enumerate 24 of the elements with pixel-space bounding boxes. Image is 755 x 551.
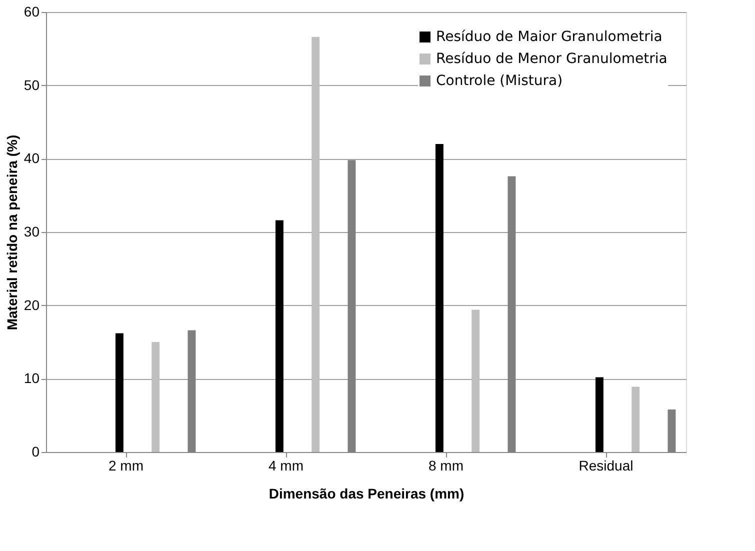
y-tick-label: 30 bbox=[24, 224, 40, 240]
legend-label: Resíduo de Menor Granulometria bbox=[436, 51, 668, 67]
bar bbox=[275, 220, 284, 452]
bar bbox=[152, 342, 160, 452]
x-tick-label: 2 mm bbox=[108, 458, 144, 474]
x-tick-label: 8 mm bbox=[428, 458, 464, 474]
y-tick-label: 10 bbox=[24, 370, 40, 386]
y-tick-label: 40 bbox=[24, 150, 40, 166]
y-tick-label: 0 bbox=[32, 444, 40, 460]
x-axis-title: Dimensão das Peneiras (mm) bbox=[268, 486, 464, 502]
bar bbox=[115, 333, 124, 452]
y-axis-title: Material retido na peneira (%) bbox=[4, 134, 20, 330]
bar bbox=[435, 144, 444, 452]
x-tick-label: Residual bbox=[578, 458, 634, 474]
x-tick-label: 4 mm bbox=[268, 458, 304, 474]
bar bbox=[595, 377, 604, 452]
legend-label: Controle (Mistura) bbox=[436, 73, 563, 89]
bar bbox=[472, 310, 480, 452]
y-tick-label: 20 bbox=[24, 296, 40, 313]
y-tick-label: 60 bbox=[24, 4, 40, 20]
bar bbox=[312, 36, 320, 452]
bar bbox=[632, 386, 640, 452]
legend-label: Resíduo de Maior Granulometria bbox=[436, 29, 662, 45]
y-tick-label: 50 bbox=[24, 76, 40, 93]
